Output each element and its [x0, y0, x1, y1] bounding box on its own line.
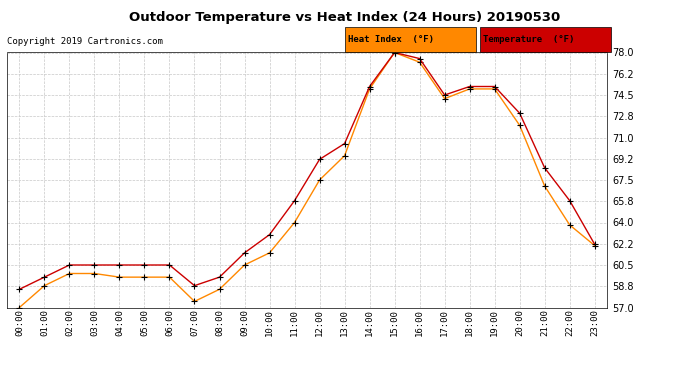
Text: Outdoor Temperature vs Heat Index (24 Hours) 20190530: Outdoor Temperature vs Heat Index (24 Ho… [130, 11, 560, 24]
Text: Heat Index  (°F): Heat Index (°F) [348, 35, 435, 44]
Text: Copyright 2019 Cartronics.com: Copyright 2019 Cartronics.com [7, 38, 163, 46]
Text: Temperature  (°F): Temperature (°F) [483, 35, 574, 44]
